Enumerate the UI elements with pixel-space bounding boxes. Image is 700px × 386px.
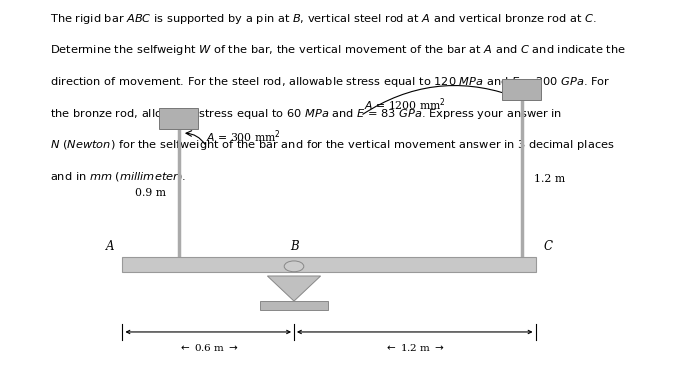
- Text: $A$ = 1200 mm$^2$: $A$ = 1200 mm$^2$: [364, 96, 446, 113]
- Bar: [122, 257, 536, 272]
- Text: and in $\it{mm}$ ($\it{millimeter}$).: and in $\it{mm}$ ($\it{millimeter}$).: [50, 170, 186, 183]
- Text: $\leftarrow$ 1.2 m $\rightarrow$: $\leftarrow$ 1.2 m $\rightarrow$: [384, 342, 445, 352]
- Text: A: A: [106, 240, 114, 253]
- Bar: [503, 79, 540, 100]
- Text: C: C: [544, 240, 552, 253]
- Polygon shape: [267, 276, 321, 301]
- Text: The rigid bar $\it{ABC}$ is supported by a pin at $\it{B}$, vertical steel rod a: The rigid bar $\it{ABC}$ is supported by…: [50, 12, 597, 25]
- Bar: [260, 301, 328, 310]
- Text: direction of movement. For the steel rod, allowable stress equal to 120 $\it{MPa: direction of movement. For the steel rod…: [50, 75, 611, 89]
- Bar: [160, 108, 197, 129]
- Text: the bronze rod, allowable stress equal to 60 $\it{MPa}$ and $\it{E}$ = 83 $\it{G: the bronze rod, allowable stress equal t…: [50, 107, 563, 120]
- Text: $A$ = 300 mm$^2$: $A$ = 300 mm$^2$: [206, 129, 281, 146]
- Text: B: B: [290, 240, 298, 253]
- Text: $\it{N}$ ($\it{Newton}$) for the selfweight of the bar and for the vertical move: $\it{N}$ ($\it{Newton}$) for the selfwei…: [50, 138, 615, 152]
- Text: 0.9 m: 0.9 m: [135, 188, 166, 198]
- Circle shape: [284, 261, 304, 272]
- Text: $\leftarrow$ 0.6 m $\rightarrow$: $\leftarrow$ 0.6 m $\rightarrow$: [178, 342, 239, 352]
- Text: Determine the selfweight $\it{W}$ of the bar, the vertical movement of the bar a: Determine the selfweight $\it{W}$ of the…: [50, 43, 626, 57]
- Text: 1.2 m: 1.2 m: [534, 174, 565, 183]
